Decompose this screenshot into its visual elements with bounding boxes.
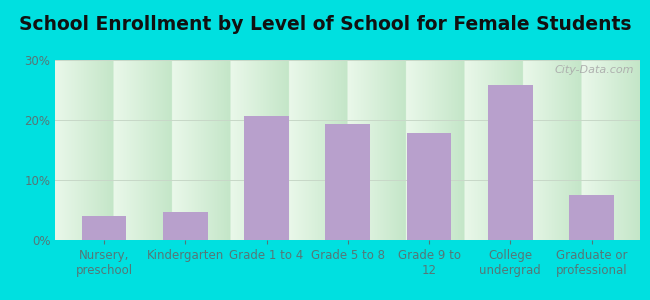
Bar (326, 124, 370, 240)
Bar (407, 133, 451, 240)
Bar (244, 116, 289, 240)
Bar (163, 212, 207, 240)
Bar (82, 216, 126, 240)
Text: City-Data.com: City-Data.com (555, 65, 634, 75)
Bar (488, 85, 532, 240)
Text: School Enrollment by Level of School for Female Students: School Enrollment by Level of School for… (19, 15, 631, 34)
Bar (569, 195, 614, 240)
